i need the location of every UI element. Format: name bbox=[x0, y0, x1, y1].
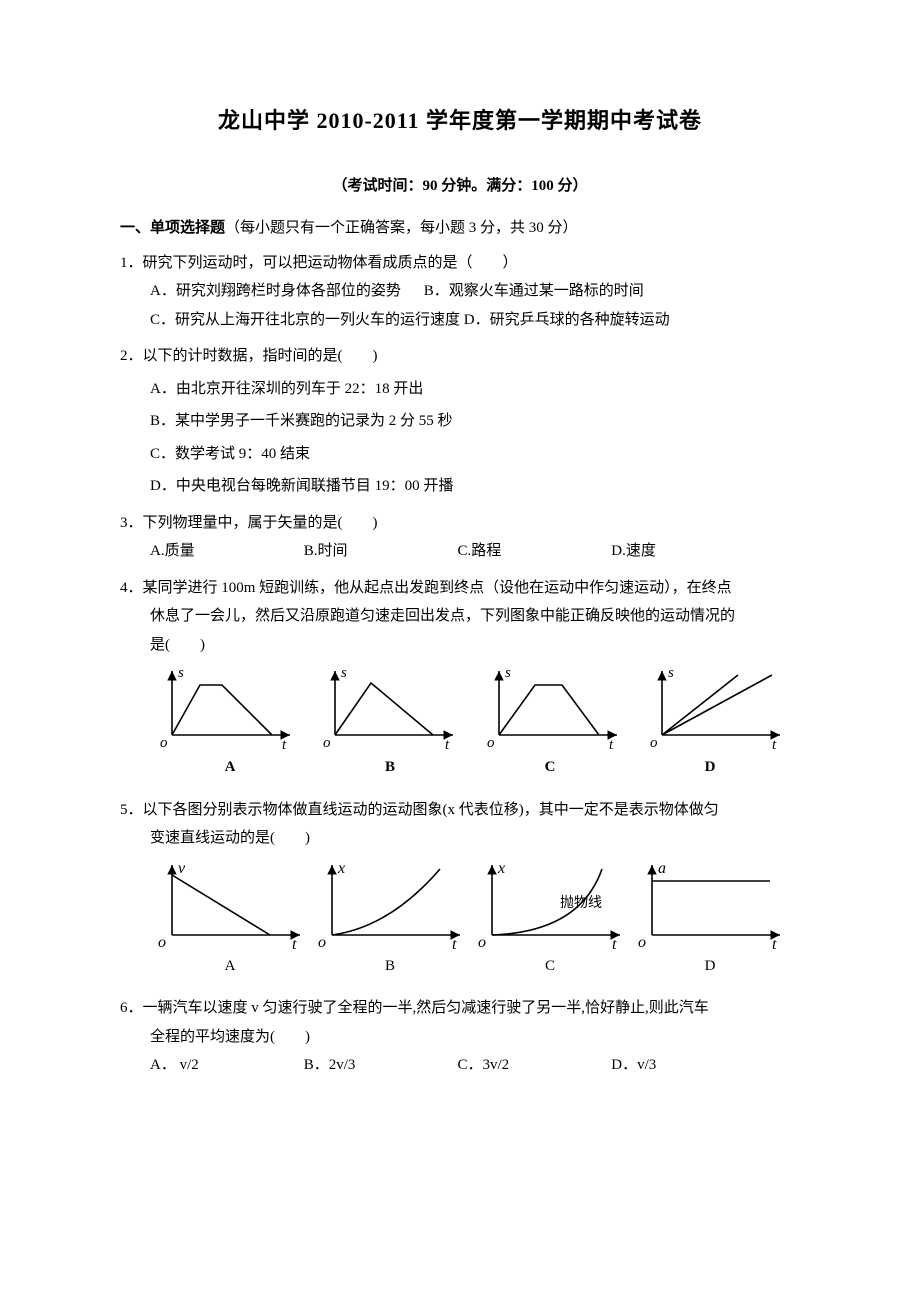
q2-opt-d: D．中央电视台每晚新闻联播节目 19：00 开播 bbox=[150, 472, 800, 501]
q6-stem-1: 6．一辆汽车以速度 v 匀速行驶了全程的一半,然后匀减速行驶了另一半,恰好静止,… bbox=[120, 994, 800, 1023]
q1-opt-c: C．研究从上海开往北京的一列火车的运行速度 bbox=[150, 306, 460, 335]
q5-label-d: D bbox=[630, 952, 790, 981]
q4-stem-1: 4．某同学进行 100m 短跑训练，他从起点出发跑到终点（设他在运动中作匀速运动… bbox=[120, 574, 800, 603]
exam-title: 龙山中学 2010-2011 学年度第一学期期中考试卷 bbox=[120, 100, 800, 142]
svg-text:x: x bbox=[497, 860, 505, 877]
q1-stem: 1．研究下列运动时，可以把运动物体看成质点的是（ ） bbox=[120, 249, 800, 278]
q3-opt-c: C.路程 bbox=[458, 537, 608, 566]
q3-stem: 3．下列物理量中，属于矢量的是( ) bbox=[120, 509, 800, 538]
q4-stem-3: 是( ) bbox=[120, 631, 800, 660]
section-1-head: 一、单项选择题 bbox=[120, 220, 225, 236]
svg-text:t: t bbox=[452, 936, 457, 952]
q5-label-a: A bbox=[150, 952, 310, 981]
svg-text:t: t bbox=[772, 737, 777, 753]
q6-opt-d: D．v/3 bbox=[611, 1051, 761, 1080]
q4-label-c: C bbox=[470, 753, 630, 782]
svg-text:t: t bbox=[282, 737, 287, 753]
q5-labels: A B C D bbox=[120, 952, 800, 987]
q2-opt-c: C．数学考试 9：40 结束 bbox=[150, 440, 800, 469]
q2-stem: 2．以下的计时数据，指时间的是( ) bbox=[120, 342, 800, 371]
svg-text:s: s bbox=[341, 665, 347, 681]
q2-opt-b: B．某中学男子一千米赛跑的记录为 2 分 55 秒 bbox=[150, 407, 800, 436]
section-1-header: 一、单项选择题（每小题只有一个正确答案，每小题 3 分，共 30 分） bbox=[120, 214, 800, 243]
q5-graphs: v t o x t o x t o 抛物线 a t o bbox=[120, 853, 800, 952]
q5-label-c: C bbox=[470, 952, 630, 981]
q4-label-b: B bbox=[310, 753, 470, 782]
svg-text:o: o bbox=[318, 934, 326, 951]
q5-label-b: B bbox=[310, 952, 470, 981]
q4-graph-c: s t o bbox=[477, 663, 627, 753]
q3-opt-a: A.质量 bbox=[150, 537, 300, 566]
q4-graphs: s t o s t o s t o s t o bbox=[120, 659, 800, 753]
svg-text:s: s bbox=[505, 665, 511, 681]
q4-label-d: D bbox=[630, 753, 790, 782]
q5-stem-1: 5．以下各图分别表示物体做直线运动的运动图象(x 代表位移)，其中一定不是表示物… bbox=[120, 796, 800, 825]
svg-text:t: t bbox=[445, 737, 450, 753]
q4-stem-2: 休息了一会儿，然后又沿原跑道匀速走回出发点，下列图象中能正确反映他的运动情况的 bbox=[120, 602, 800, 631]
q4-label-a: A bbox=[150, 753, 310, 782]
svg-text:t: t bbox=[612, 936, 617, 952]
q2-opt-a: A．由北京开往深圳的列车于 22：18 开出 bbox=[150, 375, 800, 404]
svg-text:o: o bbox=[158, 934, 166, 951]
q5-graph-c: x t o 抛物线 bbox=[470, 857, 630, 952]
q3-opt-d: D.速度 bbox=[611, 537, 761, 566]
q3-opt-b: B.时间 bbox=[304, 537, 454, 566]
exam-subtitle: （考试时间：90 分钟。满分：100 分） bbox=[120, 172, 800, 201]
q4-graph-d: s t o bbox=[640, 663, 790, 753]
q4-labels: A B C D bbox=[120, 753, 800, 788]
question-1: 1．研究下列运动时，可以把运动物体看成质点的是（ ） A．研究刘翔跨栏时身体各部… bbox=[120, 249, 800, 335]
svg-text:o: o bbox=[323, 735, 331, 751]
q4-graph-b: s t o bbox=[313, 663, 463, 753]
svg-text:o: o bbox=[160, 735, 168, 751]
q5-graph-b: x t o bbox=[310, 857, 470, 952]
svg-text:s: s bbox=[668, 665, 674, 681]
question-3: 3．下列物理量中，属于矢量的是( ) A.质量 B.时间 C.路程 D.速度 bbox=[120, 509, 800, 566]
svg-text:t: t bbox=[609, 737, 614, 753]
q5-graph-d: a t o bbox=[630, 857, 790, 952]
q1-opt-d: D．研究乒乓球的各种旋转运动 bbox=[464, 306, 734, 335]
q6-stem-2: 全程的平均速度为( ) bbox=[120, 1023, 800, 1052]
q6-opt-c: C．3v/2 bbox=[458, 1051, 608, 1080]
question-4: 4．某同学进行 100m 短跑训练，他从起点出发跑到终点（设他在运动中作匀速运动… bbox=[120, 574, 800, 788]
q6-opt-a: A． v/2 bbox=[150, 1051, 300, 1080]
svg-text:a: a bbox=[658, 860, 666, 877]
svg-text:s: s bbox=[178, 665, 184, 681]
svg-text:t: t bbox=[292, 936, 297, 952]
question-5: 5．以下各图分别表示物体做直线运动的运动图象(x 代表位移)，其中一定不是表示物… bbox=[120, 796, 800, 987]
svg-text:o: o bbox=[650, 735, 658, 751]
svg-text:v: v bbox=[178, 860, 186, 877]
q5-graph-a: v t o bbox=[150, 857, 310, 952]
question-2: 2．以下的计时数据，指时间的是( ) A．由北京开往深圳的列车于 22：18 开… bbox=[120, 342, 800, 501]
svg-text:t: t bbox=[772, 936, 777, 952]
q4-graph-a: s t o bbox=[150, 663, 300, 753]
svg-text:x: x bbox=[337, 860, 345, 877]
svg-text:o: o bbox=[487, 735, 495, 751]
svg-text:o: o bbox=[478, 934, 486, 951]
q5-stem-2: 变速直线运动的是( ) bbox=[120, 824, 800, 853]
q1-opt-b: B．观察火车通过某一路标的时间 bbox=[424, 277, 694, 306]
svg-text:抛物线: 抛物线 bbox=[560, 895, 602, 911]
question-6: 6．一辆汽车以速度 v 匀速行驶了全程的一半,然后匀减速行驶了另一半,恰好静止,… bbox=[120, 994, 800, 1080]
q6-opt-b: B．2v/3 bbox=[304, 1051, 454, 1080]
svg-text:o: o bbox=[638, 934, 646, 951]
q1-opt-a: A．研究刘翔跨栏时身体各部位的姿势 bbox=[150, 277, 420, 306]
section-1-tail: （每小题只有一个正确答案，每小题 3 分，共 30 分） bbox=[225, 220, 578, 236]
